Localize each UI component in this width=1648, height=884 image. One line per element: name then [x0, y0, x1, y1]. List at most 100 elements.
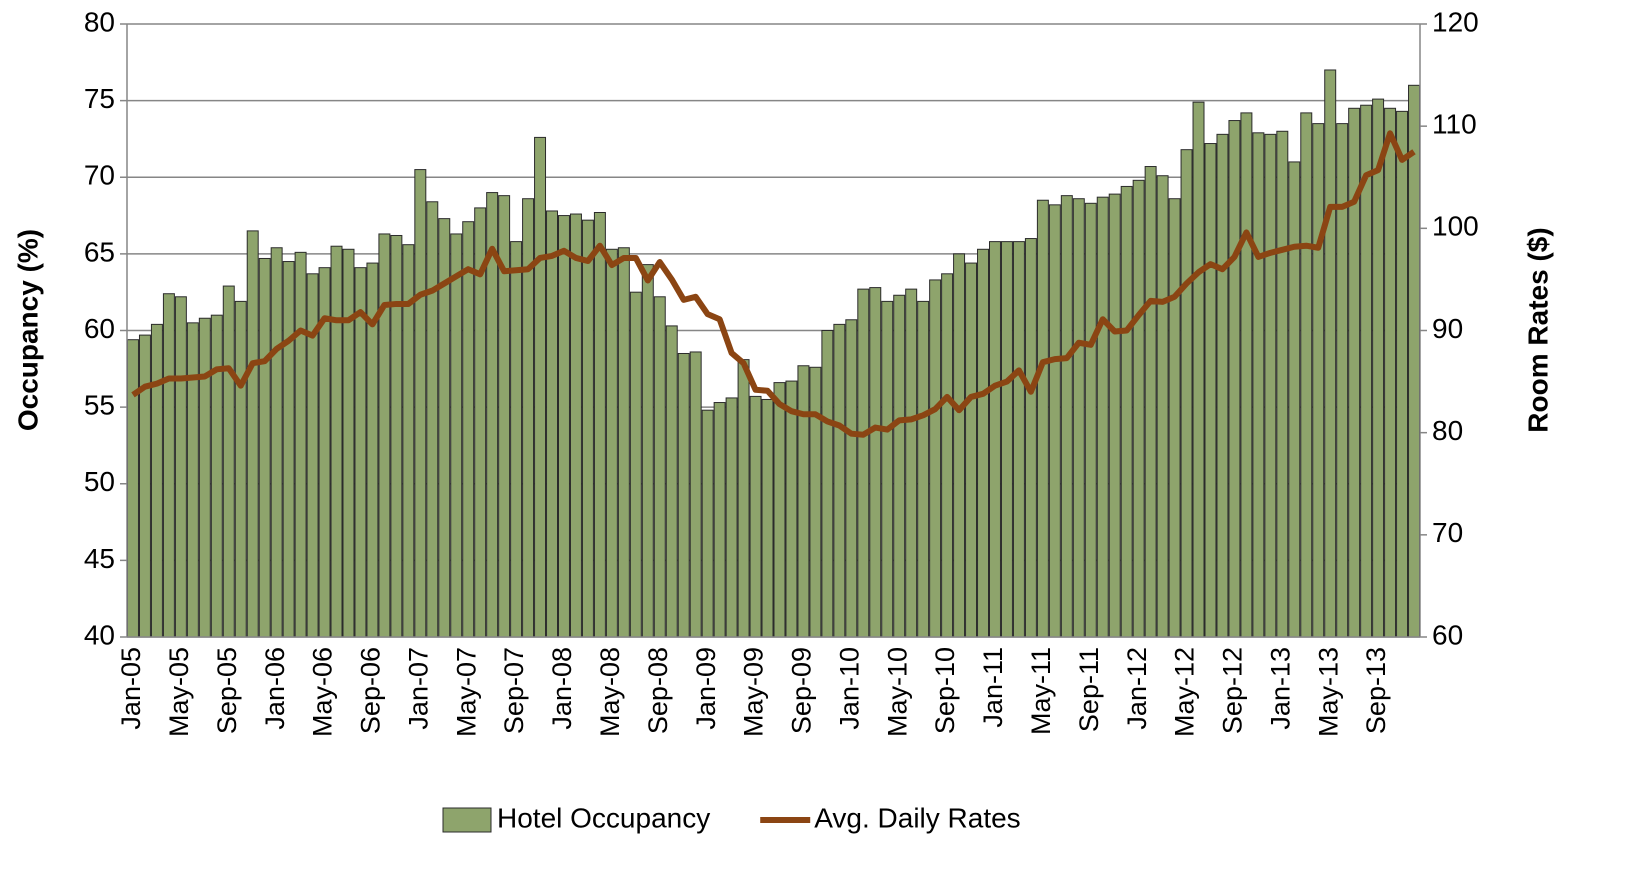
x-tick-label: Jan-09 — [691, 647, 721, 730]
bar — [1204, 143, 1217, 638]
y2-tick-label: 110 — [1432, 109, 1477, 140]
bar — [1216, 133, 1229, 638]
bar — [941, 273, 954, 638]
x-tick-label: Jan-06 — [260, 647, 290, 730]
bar — [450, 233, 463, 638]
x-tick-label: Jan-10 — [834, 647, 864, 730]
bar — [701, 409, 714, 638]
x-tick-label: May-11 — [1026, 647, 1056, 735]
bar — [1036, 199, 1049, 638]
bar — [1180, 149, 1193, 638]
bar — [1192, 101, 1205, 638]
x-tick-label: Sep-11 — [1074, 647, 1104, 732]
bar — [773, 382, 786, 638]
bar — [510, 241, 523, 638]
bar — [210, 314, 223, 638]
bar — [390, 234, 403, 638]
bar — [1228, 120, 1241, 638]
bar — [689, 351, 702, 638]
bar — [1048, 204, 1061, 638]
x-tick-label: Jan-13 — [1265, 647, 1295, 730]
bar — [1372, 98, 1385, 638]
bar — [581, 219, 594, 638]
bar — [593, 211, 606, 638]
bar — [833, 323, 846, 638]
bar — [713, 402, 726, 638]
bar — [462, 221, 475, 638]
bar — [354, 267, 367, 638]
bar — [426, 201, 439, 638]
bar — [1060, 195, 1073, 638]
y-tick-label: 55 — [84, 390, 115, 421]
x-tick-label: May-06 — [308, 647, 338, 737]
x-tick-label: Jan-07 — [403, 647, 433, 730]
bar — [186, 322, 199, 638]
y-tick-label: 40 — [84, 619, 115, 650]
bar — [1276, 130, 1289, 638]
bar — [965, 262, 978, 638]
bar — [1132, 179, 1145, 638]
bar — [222, 285, 235, 638]
bar — [989, 241, 1001, 638]
bar — [917, 300, 930, 638]
bar — [414, 169, 427, 638]
bar — [270, 247, 283, 638]
x-tick-label: Sep-12 — [1218, 647, 1248, 734]
bar — [1108, 193, 1121, 638]
x-tick-label: Sep-10 — [930, 647, 960, 734]
y-tick-label: 80 — [84, 6, 115, 37]
legend-label: Avg. Daily Rates — [814, 802, 1020, 833]
bar — [617, 247, 630, 638]
x-tick-label: Sep-09 — [787, 647, 817, 734]
bar — [198, 317, 211, 638]
bar — [725, 397, 738, 638]
bar — [749, 395, 762, 638]
y-tick-label: 70 — [84, 160, 115, 191]
x-tick-label: Sep-05 — [212, 647, 242, 734]
bar — [869, 287, 882, 638]
y2-tick-label: 90 — [1432, 313, 1463, 344]
bar — [809, 366, 822, 638]
bar — [1408, 84, 1421, 638]
bar — [1156, 175, 1169, 638]
bar — [1240, 112, 1253, 638]
legend-label: Hotel Occupancy — [497, 802, 710, 833]
bar — [653, 296, 666, 638]
bar — [558, 215, 570, 638]
y2-tick-label: 60 — [1432, 619, 1463, 650]
bar — [929, 279, 942, 638]
bar — [1288, 161, 1301, 638]
bar — [1264, 133, 1277, 638]
x-tick-label: Jan-05 — [116, 647, 146, 730]
bar — [797, 365, 810, 638]
y-tick-label: 60 — [84, 313, 115, 344]
y-tick-label: 45 — [84, 543, 115, 574]
x-tick-label: Jan-12 — [1122, 647, 1152, 730]
bar — [953, 253, 966, 638]
legend-swatch — [442, 807, 492, 833]
bar — [1000, 241, 1013, 638]
bar — [857, 288, 870, 638]
bar — [294, 251, 307, 638]
bar — [1168, 198, 1181, 638]
bar — [845, 319, 858, 638]
bar — [677, 352, 690, 638]
x-tick-label: Jan-08 — [547, 647, 577, 730]
bar — [150, 323, 163, 638]
x-tick-label: May-13 — [1313, 647, 1343, 737]
bar — [534, 136, 547, 638]
bar — [1084, 202, 1097, 638]
bar — [977, 248, 989, 638]
bar — [1120, 185, 1133, 638]
bar — [1144, 166, 1157, 638]
bar — [246, 230, 259, 638]
bar — [1252, 132, 1265, 638]
x-tick-label: May-05 — [164, 647, 194, 737]
bar — [1384, 107, 1397, 638]
y-tick-label: 75 — [84, 83, 115, 114]
bar — [641, 264, 654, 638]
bar — [162, 293, 175, 638]
x-tick-label: Sep-07 — [499, 647, 529, 734]
bar — [342, 248, 355, 638]
